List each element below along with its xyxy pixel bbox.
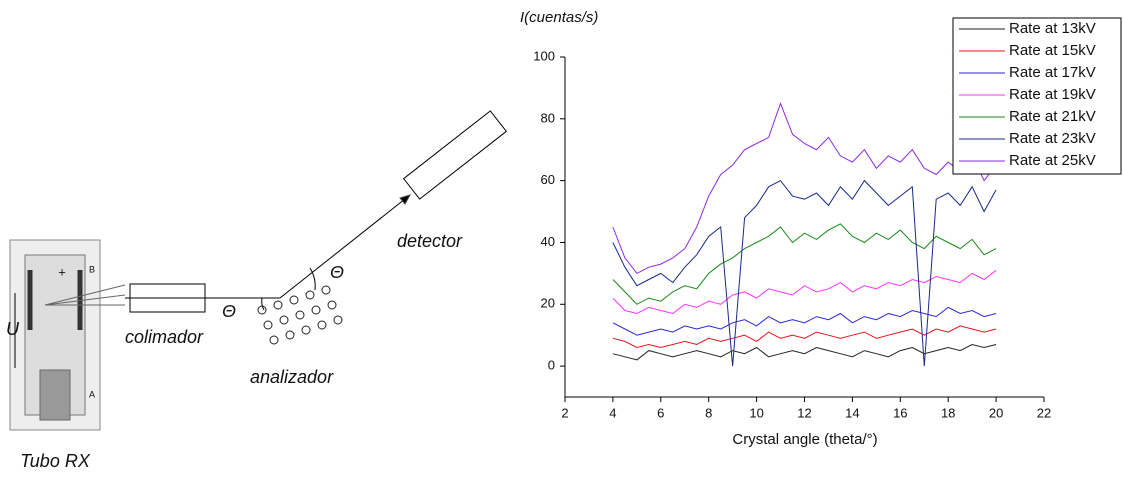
x-tick-label: 22 (1037, 405, 1051, 420)
y-tick-label: 20 (541, 296, 555, 311)
beam (279, 194, 411, 299)
theta-label: Θ (330, 262, 344, 282)
detector-box (402, 110, 508, 200)
tube-mark: A (89, 389, 95, 399)
tube-mark: B (89, 264, 95, 274)
x-tick-label: 2 (561, 405, 568, 420)
angle-arc (261, 297, 265, 311)
y-tick-label: 80 (541, 110, 555, 125)
theta-label: Θ (222, 301, 236, 321)
x-tick-label: 18 (941, 405, 955, 420)
legend-label: Rate at 21kV (1009, 108, 1096, 125)
voltage-label: U (6, 319, 20, 339)
legend-label: Rate at 23kV (1009, 130, 1096, 147)
x-tick-label: 12 (797, 405, 811, 420)
x-tick-label: 20 (989, 405, 1003, 420)
series-line (612, 223, 997, 305)
ray (44, 284, 126, 306)
series-line (612, 306, 997, 336)
lattice (257, 285, 343, 345)
cathode (39, 369, 71, 421)
y-tick-label: 40 (541, 234, 555, 249)
y-axis-label: I(cuentas/s) (520, 9, 598, 26)
series-line (612, 179, 997, 367)
diagram (9, 110, 508, 431)
legend-box (952, 17, 1122, 175)
legend-label: Rate at 19kV (1009, 86, 1096, 103)
x-tick-label: 14 (845, 405, 859, 420)
series-line (612, 343, 997, 361)
x-tick-label: 6 (657, 405, 664, 420)
analyzer-label: analizador (250, 367, 334, 387)
ray (44, 294, 126, 306)
y-tick-label: 100 (533, 48, 555, 63)
x-tick-label: 16 (893, 405, 907, 420)
legend-label: Rate at 25kV (1009, 152, 1096, 169)
detector-label: detector (397, 231, 463, 251)
legend-label: Rate at 17kV (1009, 64, 1096, 81)
y-tick-label: 60 (541, 172, 555, 187)
x-tick-label: 8 (705, 405, 712, 420)
series-line (612, 269, 997, 315)
series-line (612, 325, 997, 349)
y-tick-label: 0 (548, 358, 555, 373)
legend-label: Rate at 13kV (1009, 20, 1096, 37)
angle-arc (309, 267, 316, 291)
tube-mark: + (58, 264, 66, 279)
x-axis-label: Crystal angle (theta/°) (732, 431, 877, 448)
tube-label: Tubo RX (20, 451, 91, 471)
x-tick-label: 4 (609, 405, 616, 420)
series-line (612, 101, 997, 275)
x-tick-label: 10 (749, 405, 763, 420)
legend-label: Rate at 15kV (1009, 42, 1096, 59)
collimator-label: colimador (125, 327, 204, 347)
arrowhead (399, 194, 412, 205)
